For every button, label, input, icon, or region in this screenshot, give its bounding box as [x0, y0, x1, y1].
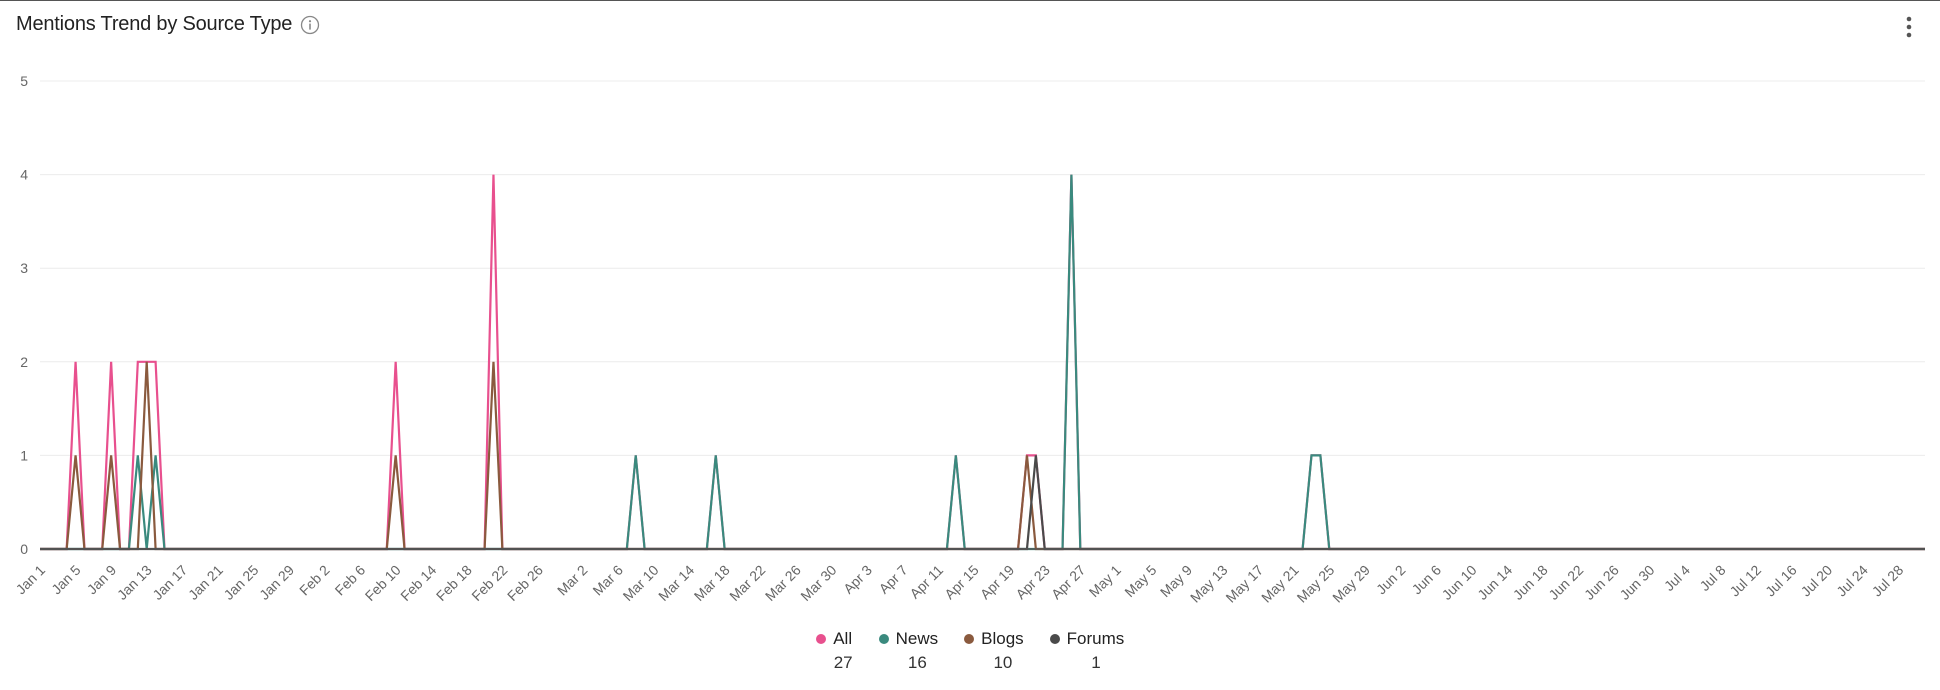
title-row: Mentions Trend by Source Type [16, 13, 320, 36]
x-tick-label: Apr 23 [1012, 562, 1053, 603]
x-tick-label: Mar 2 [554, 562, 591, 599]
x-tick-label: Jun 22 [1545, 562, 1586, 603]
legend-item-blogs[interactable]: Blogs 10 [964, 629, 1024, 673]
x-tick-label: Jun 30 [1616, 562, 1657, 603]
x-tick-label: Jan 25 [220, 562, 261, 603]
legend-item-forums[interactable]: Forums 1 [1049, 629, 1125, 673]
x-tick-label: Jul 4 [1661, 562, 1693, 594]
x-tick-label: Mar 10 [620, 562, 662, 604]
x-tick-label: Apr 27 [1048, 562, 1089, 603]
x-tick-label: May 5 [1121, 562, 1159, 600]
x-tick-label: Mar 26 [762, 562, 804, 604]
x-tick-label: Jul 8 [1696, 562, 1728, 594]
y-tick-label: 3 [20, 260, 28, 276]
legend-swatch [964, 634, 975, 644]
x-tick-label: Jul 24 [1833, 562, 1871, 600]
y-tick-label: 5 [20, 73, 28, 89]
legend-item-news[interactable]: News 16 [878, 629, 939, 673]
x-tick-label: Mar 30 [797, 562, 839, 604]
x-tick-label: Jun 18 [1510, 562, 1551, 603]
legend-swatch [816, 634, 827, 644]
x-tick-label: Jul 12 [1726, 562, 1764, 600]
legend-item-header: News [878, 629, 939, 649]
x-tick-label: Jun 26 [1581, 562, 1622, 603]
x-tick-label: Jun 2 [1373, 562, 1409, 598]
legend-item-header: Forums [1049, 629, 1125, 649]
more-options-icon[interactable] [1904, 15, 1914, 39]
legend-label: All [833, 629, 853, 648]
legend-swatch [878, 634, 889, 644]
info-icon[interactable] [300, 15, 320, 35]
x-tick-label: Feb 2 [296, 562, 333, 599]
chart-legend: All 27 News 16 Blogs 10 Forums 1 [0, 629, 1940, 673]
y-tick-label: 2 [20, 354, 28, 370]
legend-count: 16 [907, 653, 927, 672]
x-tick-label: Jan 21 [185, 562, 226, 603]
x-tick-label: Mar 18 [691, 562, 733, 604]
x-tick-label: May 21 [1258, 562, 1302, 606]
x-tick-label: Jan 13 [114, 562, 155, 603]
legend-swatch [1049, 634, 1060, 644]
x-tick-label: Jan 29 [256, 562, 297, 603]
x-tick-label: Mar 14 [655, 562, 697, 604]
x-tick-label: Feb 10 [362, 562, 404, 604]
x-tick-label: Apr 7 [876, 562, 911, 597]
x-tick-label: Apr 11 [906, 562, 946, 602]
x-tick-label: Apr 15 [941, 562, 982, 603]
x-tick-label: Jan 17 [149, 562, 190, 603]
chart-title: Mentions Trend by Source Type [16, 13, 293, 35]
x-tick-label: May 1 [1086, 562, 1124, 600]
x-tick-label: Jun 10 [1439, 562, 1480, 603]
x-tick-label: Mar 22 [726, 562, 768, 604]
x-tick-label: Jul 20 [1798, 562, 1836, 600]
x-tick-label: Feb 22 [468, 562, 510, 604]
legend-count: 10 [993, 653, 1013, 672]
x-tick-label: Jul 28 [1869, 562, 1907, 600]
y-tick-label: 4 [20, 167, 28, 183]
legend-count: 1 [1091, 653, 1101, 672]
legend-label: News [895, 629, 939, 648]
x-tick-label: Jun 14 [1474, 562, 1515, 603]
x-tick-label: May 13 [1187, 562, 1231, 606]
x-tick-label: Apr 19 [977, 562, 1018, 603]
x-tick-label: Apr 3 [840, 562, 875, 597]
x-tick-label: Feb 14 [397, 562, 439, 604]
y-tick-label: 1 [20, 447, 28, 463]
legend-item-header: Blogs [964, 629, 1024, 649]
x-tick-label: Feb 26 [504, 562, 546, 604]
x-tick-label: Feb 18 [433, 562, 475, 604]
x-tick-label: May 25 [1294, 562, 1338, 606]
legend-label: Forums [1066, 629, 1125, 648]
y-tick-label: 0 [20, 541, 28, 557]
legend-item-all[interactable]: All 27 [816, 629, 853, 673]
legend-count: 27 [833, 653, 853, 672]
x-tick-label: May 29 [1329, 562, 1373, 606]
legend-item-header: All [816, 629, 852, 649]
x-tick-label: Jan 5 [48, 562, 84, 598]
x-tick-label: Jan 1 [13, 562, 49, 598]
series-line-forums [40, 455, 1925, 551]
x-tick-label: Jul 16 [1762, 562, 1800, 600]
legend-label: Blogs [981, 629, 1024, 648]
x-tick-label: May 17 [1222, 562, 1266, 606]
